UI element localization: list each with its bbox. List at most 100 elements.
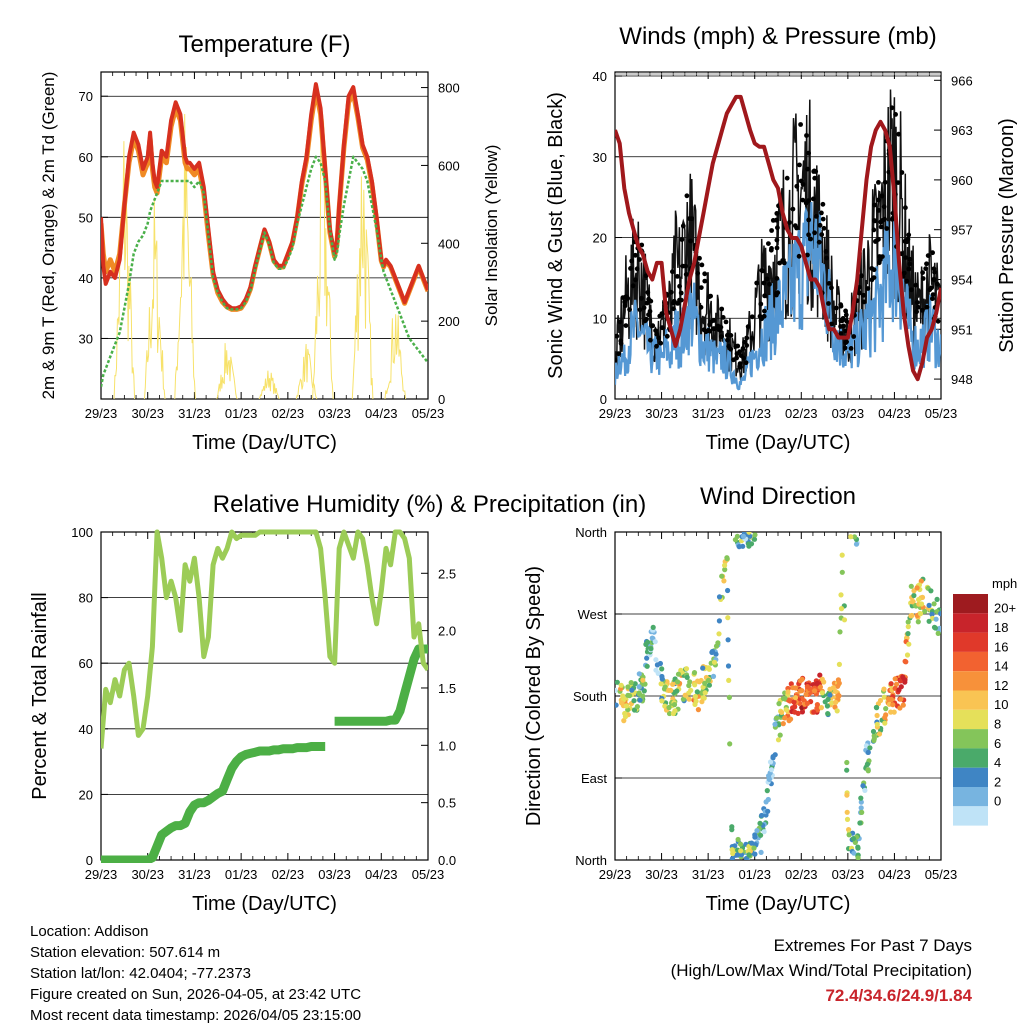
direction-point (747, 533, 753, 539)
gust-point (664, 333, 670, 339)
gust-point (683, 272, 689, 277)
gust-point (790, 206, 796, 212)
direction-point (763, 799, 769, 805)
direction-point (874, 721, 880, 727)
temperature-ytick-label: 60 (79, 150, 93, 165)
direction-point (615, 679, 620, 685)
direction-point (916, 597, 922, 603)
colorbar-label: 10 (994, 697, 1008, 712)
gust-point (645, 290, 651, 295)
direction-point (892, 676, 898, 682)
temperature-ytick-label: 50 (79, 210, 93, 225)
direction-point (833, 688, 839, 695)
direction-point (834, 708, 840, 714)
gust-point (680, 223, 686, 229)
direction-point (758, 849, 764, 856)
direction-point (625, 707, 631, 713)
humidity-chart: Relative Humidity (%) & Precipitation (i… (29, 491, 646, 915)
temperature-xtick-label: 04/23 (365, 406, 398, 421)
direction-point (666, 687, 672, 694)
extremes-values: 72.4/34.6/24.9/1.84 (825, 986, 972, 1005)
direction-xtick-label: 31/23 (692, 867, 725, 882)
winds-xtick-label: 31/23 (692, 406, 725, 421)
direction-point (903, 659, 909, 665)
winds-xtick-label: 04/23 (878, 406, 911, 421)
gust-point (734, 355, 739, 361)
gust-point (931, 277, 937, 282)
gust-point (695, 270, 701, 276)
temperature-ytick-right-label: 200 (438, 314, 460, 329)
humidity-ytick-right-label: 2.0 (438, 624, 456, 639)
direction-point (779, 709, 785, 716)
gust-point (644, 300, 650, 306)
direction-point (694, 689, 700, 695)
direction-point (725, 587, 731, 594)
winds-ytick-label: 20 (593, 231, 607, 246)
direction-ytick-label: South (573, 689, 607, 704)
gust-point (806, 198, 811, 204)
direction-point (773, 715, 780, 721)
gust-point (720, 315, 726, 320)
gust-point (774, 245, 780, 251)
winds-ylabel-right: Station Pressure (Maroon) (996, 118, 1018, 353)
direction-point (833, 699, 839, 706)
direction-point (682, 692, 688, 698)
insolation-burst (384, 314, 407, 399)
direction-point (883, 712, 889, 718)
gust-point (633, 252, 638, 258)
gust-point (725, 332, 731, 338)
direction-point (824, 703, 831, 709)
colorbar-swatch (953, 594, 988, 614)
direction-point (900, 702, 906, 708)
gust-point (859, 273, 864, 279)
direction-point (674, 688, 680, 694)
direction-point (758, 832, 764, 838)
direction-point (751, 845, 757, 851)
gust-point (774, 211, 780, 216)
pressure-line (615, 94, 941, 382)
direction-point (839, 552, 845, 558)
direction-point (787, 698, 793, 704)
direction-point (711, 659, 718, 665)
gust-point (616, 351, 621, 357)
gust-point (742, 339, 747, 345)
gust-point (617, 319, 623, 325)
gust-point (806, 150, 811, 156)
direction-point (661, 686, 668, 692)
direction-point (644, 655, 650, 661)
gust-point (641, 305, 647, 311)
gust-point (930, 250, 935, 256)
winds-xtick-label: 01/23 (738, 406, 771, 421)
gust-point (683, 263, 688, 269)
direction-point (871, 736, 877, 742)
colorbar-swatch (953, 748, 988, 768)
direction-point (814, 702, 821, 708)
colorbar-label: 12 (994, 678, 1008, 693)
gust-point (884, 226, 890, 231)
humidity-xtick-label: 01/23 (225, 867, 258, 882)
gust-point (698, 304, 704, 310)
direction-point (659, 698, 665, 704)
direction-point (830, 685, 837, 691)
gust-point (878, 219, 884, 225)
gust-point (767, 281, 772, 287)
gust-point (806, 217, 812, 223)
humidity-xtick-label: 29/23 (85, 867, 118, 882)
winds-title: Winds (mph) & Pressure (mb) (619, 23, 936, 50)
direction-point (851, 850, 857, 856)
direction-xtick-label: 02/23 (785, 867, 818, 882)
colorbar-swatch (953, 690, 988, 710)
gust-point (671, 306, 676, 312)
direction-point (735, 836, 741, 843)
direction-point (788, 716, 794, 722)
gust-point (774, 290, 779, 296)
gust-point (907, 261, 913, 267)
extremes-subheading: (High/Low/Max Wind/Total Precipitation) (670, 961, 972, 980)
direction-point (892, 685, 898, 691)
direction-point (766, 775, 772, 782)
direction-point (657, 660, 664, 667)
direction-point (678, 667, 684, 673)
direction-point (827, 692, 833, 698)
gust-point (811, 168, 817, 174)
gust-point (882, 179, 888, 185)
